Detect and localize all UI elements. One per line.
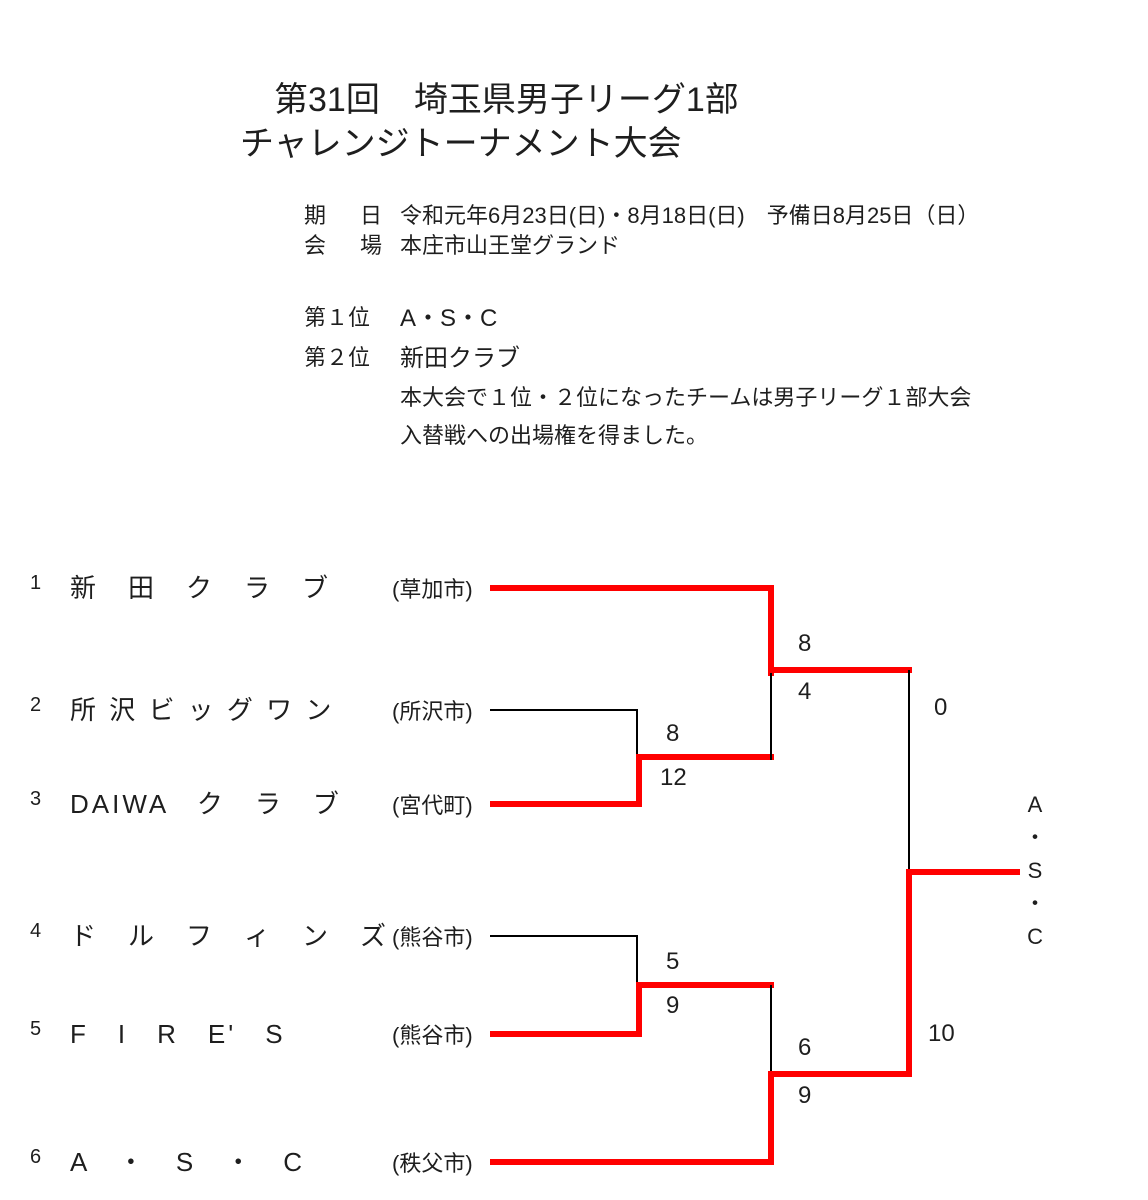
note-line2: 入替戦への出場権を得ました。	[400, 418, 708, 450]
team-name: ド ル フ ィ ン ズ	[70, 916, 389, 953]
venue-value: 本庄市山王堂グランド	[400, 228, 620, 260]
winner-label: A ・ S ・ C	[1024, 788, 1046, 953]
bracket-line	[490, 1031, 642, 1037]
team-num: 4	[30, 920, 41, 943]
team-city: (草加市)	[392, 572, 473, 604]
score-r1-23-bot: 12	[660, 764, 687, 792]
bracket-line	[768, 667, 912, 673]
score-sf-bot-bot: 9	[798, 1082, 811, 1110]
venue-label: 会 場	[304, 228, 388, 260]
title-line2: チャレンジトーナメント大会	[240, 116, 682, 165]
bracket-line	[768, 1071, 912, 1077]
bracket-line	[908, 670, 910, 872]
bracket-line	[490, 935, 638, 937]
team-num: 1	[30, 572, 41, 595]
score-r1-45-bot: 9	[666, 992, 679, 1020]
bracket-line	[906, 869, 1020, 875]
team-city: (宮代町)	[392, 788, 473, 820]
bracket-line	[490, 1159, 774, 1165]
team-city: (所沢市)	[392, 694, 473, 726]
score-sf-bot-top: 6	[798, 1034, 811, 1062]
team-name: 新 田 ク ラ ブ	[70, 568, 331, 605]
score-sf-top-top: 8	[798, 630, 811, 658]
team-name: 所 沢 ビ ッ グ ワ ン	[70, 690, 334, 727]
second-place-label: 第２位	[304, 340, 370, 372]
title-line1: 第31回 埼玉県男子リーグ1部	[274, 72, 739, 121]
score-r1-23-top: 8	[666, 720, 679, 748]
bracket-line	[636, 982, 774, 988]
first-place-label: 第１位	[304, 300, 370, 332]
bracket-line	[490, 801, 642, 807]
bracket-line	[770, 670, 772, 760]
note-line1: 本大会で１位・２位になったチームは男子リーグ１部大会	[400, 380, 971, 412]
team-city: (熊谷市)	[392, 920, 473, 952]
score-final-bot: 10	[928, 1020, 955, 1048]
bracket-line	[768, 1071, 774, 1165]
first-place-value: A・S・C	[400, 298, 497, 333]
score-r1-45-top: 5	[666, 948, 679, 976]
bracket-line	[490, 709, 638, 711]
team-city: (秩父市)	[392, 1146, 473, 1178]
bracket-line	[636, 754, 774, 760]
team-name: A ・ S ・ C	[70, 1142, 305, 1179]
bracket-line	[636, 709, 638, 757]
bracket-line	[770, 985, 772, 1074]
bracket-line	[906, 869, 912, 1077]
date-value: 令和元年6月23日(日)・8月18日(日) 予備日8月25日（日）	[400, 198, 979, 230]
bracket-line	[636, 982, 642, 1037]
team-num: 2	[30, 694, 41, 717]
bracket-line	[490, 585, 774, 591]
bracket-line	[768, 585, 774, 676]
bracket-line	[636, 935, 638, 985]
page: 第31回 埼玉県男子リーグ1部 チャレンジトーナメント大会 期 日 令和元年6月…	[0, 0, 1148, 1200]
team-num: 5	[30, 1018, 41, 1041]
score-final-top: 0	[934, 694, 947, 722]
second-place-value: 新田クラブ	[400, 338, 520, 373]
team-city: (熊谷市)	[392, 1018, 473, 1050]
team-num: 3	[30, 788, 41, 811]
score-sf-top-bot: 4	[798, 678, 811, 706]
team-name: F I R E' S	[70, 1014, 286, 1051]
date-label: 期 日	[304, 198, 388, 230]
team-num: 6	[30, 1146, 41, 1169]
team-name: DAIWA ク ラ ブ	[70, 784, 342, 821]
bracket-line	[636, 754, 642, 807]
